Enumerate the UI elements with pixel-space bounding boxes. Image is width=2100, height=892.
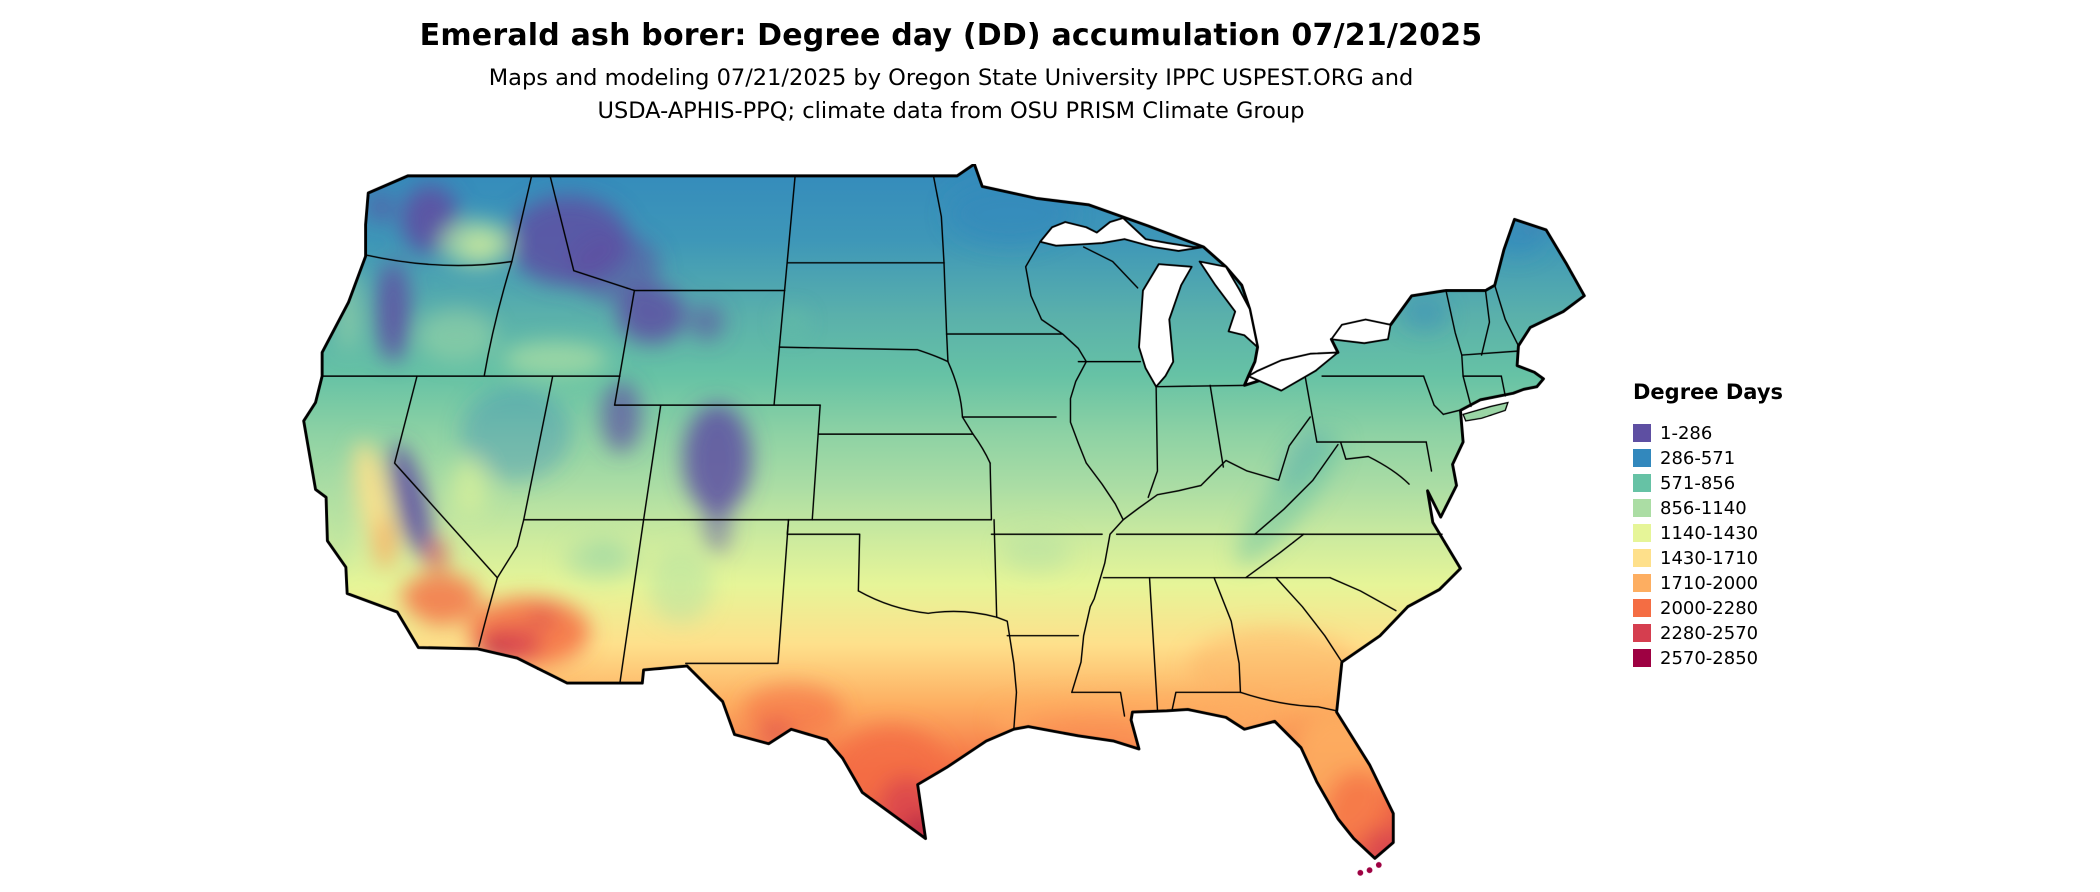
legend-swatch: [1633, 499, 1651, 517]
legend-entry: 1430-1710: [1633, 547, 1783, 569]
legend-entry: 571-856: [1633, 472, 1783, 494]
lake-superior: [1039, 217, 1205, 252]
legend-label: 2570-2850: [1660, 647, 1759, 669]
legend-entries: 1-286 286-571 571-856 856-1140 1140-1430…: [1633, 422, 1783, 669]
subtitle-line-1: Maps and modeling 07/21/2025 by Oregon S…: [488, 65, 1414, 91]
legend-label: 2280-2570: [1660, 622, 1759, 644]
legend-entry: 1-286: [1633, 422, 1783, 444]
legend-title: Degree Days: [1633, 380, 1784, 404]
lake-ontario: [1330, 318, 1392, 345]
us-map-svg: [302, 164, 1586, 876]
legend-swatch: [1633, 474, 1651, 492]
legend-label: 571-856: [1660, 472, 1736, 494]
legend-swatch: [1633, 624, 1651, 642]
legend-label: 1-286: [1660, 422, 1713, 444]
legend-swatch: [1633, 424, 1651, 442]
great-lakes: [1039, 217, 1392, 392]
legend-label: 856-1140: [1660, 497, 1747, 519]
legend-entry: 286-571: [1633, 447, 1783, 469]
map-subtitle: Maps and modeling 07/21/2025 by Oregon S…: [0, 62, 1902, 128]
legend: Degree Days 1-286 286-571 571-856 856-11…: [1633, 380, 1783, 674]
lake-erie: [1247, 351, 1339, 392]
legend-label: 1140-1430: [1660, 522, 1759, 544]
legend-swatch: [1633, 574, 1651, 592]
subtitle-line-2: USDA-APHIS-PPQ; climate data from OSU PR…: [597, 98, 1305, 124]
legend-label: 286-571: [1660, 447, 1736, 469]
legend-entry: 2000-2280: [1633, 597, 1783, 619]
legend-entry: 1710-2000: [1633, 572, 1783, 594]
legend-entry: 2280-2570: [1633, 622, 1783, 644]
legend-label: 2000-2280: [1660, 597, 1759, 619]
lake-michigan: [1138, 263, 1193, 388]
legend-swatch: [1633, 449, 1651, 467]
lake-huron: [1198, 260, 1259, 349]
legend-label: 1710-2000: [1660, 572, 1759, 594]
legend-swatch: [1633, 524, 1651, 542]
florida-keys: [1357, 862, 1382, 876]
legend-swatch: [1633, 549, 1651, 567]
long-island: [1462, 401, 1509, 422]
legend-entry: 2570-2850: [1633, 647, 1783, 669]
state-borders: [321, 175, 1520, 730]
us-degree-day-map: [298, 164, 1590, 886]
map-title: Emerald ash borer: Degree day (DD) accum…: [419, 18, 1483, 53]
legend-entry: 1140-1430: [1633, 522, 1783, 544]
legend-swatch: [1633, 649, 1651, 667]
legend-swatch: [1633, 599, 1651, 617]
legend-entry: 856-1140: [1633, 497, 1783, 519]
legend-label: 1430-1710: [1660, 547, 1759, 569]
